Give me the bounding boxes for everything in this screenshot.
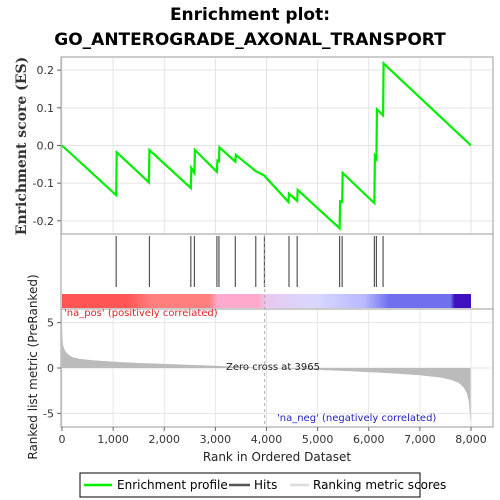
es-y-tick-label: 0.1 (37, 102, 55, 115)
legend-hits-label: Hits (254, 478, 277, 492)
enrichment-profile-line (61, 60, 472, 231)
es-y-tick-label: -0.1 (33, 177, 54, 190)
metric-x-tick-label: 5,000 (302, 433, 334, 446)
metric-x-tick-label: 6,000 (353, 433, 385, 446)
hit-markers (115, 236, 384, 287)
metric-x-tick-label: 7,000 (404, 433, 436, 446)
es-grid (61, 58, 492, 233)
neg-correlated-label: 'na_neg' (negatively correlated) (277, 413, 436, 424)
metric-panel: -5 0 5 0 1,000 2,000 3,000 4,000 5,000 6,000 7,00… (26, 235, 494, 464)
es-y-axis-label: Enrichment score (ES) (14, 57, 30, 235)
metric-x-tick-label: 2,000 (149, 433, 181, 446)
metric-x-tick-label: 0 (59, 433, 66, 446)
metric-x-tick-label: 4,000 (251, 433, 283, 446)
es-panel: -0.2 -0.1 0.0 0.1 0.2 Enrichment score (ES) (14, 56, 494, 235)
legend-metric-label: Ranking metric scores (313, 478, 446, 492)
metric-y-tick-label: 0 (47, 362, 54, 375)
metric-y-ticks: -5 0 5 (43, 317, 61, 420)
es-y-tick-label: -0.2 (33, 215, 54, 228)
es-y-tick-label: 0.0 (37, 140, 55, 153)
metric-x-tick-label: 1,000 (97, 433, 129, 446)
metric-x-axis-label: Rank in Ordered Dataset (203, 450, 351, 464)
es-y-ticks: -0.2 -0.1 0.0 0.1 0.2 (33, 64, 61, 228)
hits-panel (60, 233, 494, 310)
chart-title-line1: Enrichment plot: (170, 5, 330, 25)
zero-cross-label: Zero cross at 3965 (226, 362, 320, 373)
metric-x-ticks: 0 1,000 2,000 3,000 4,000 5,000 6,000 7,000 8,00… (59, 427, 487, 446)
metric-y-tick-label: -5 (43, 407, 54, 420)
chart-title-line2: GO_ANTEROGRADE_AXONAL_TRANSPORT (54, 30, 446, 50)
metric-y-tick-label: 5 (47, 317, 54, 330)
metric-x-tick-label: 8,000 (455, 433, 487, 446)
es-y-tick-label: 0.2 (37, 64, 55, 77)
legend: Enrichment profile Hits Ranking metric s… (79, 472, 446, 498)
legend-enrichment-label: Enrichment profile (117, 478, 228, 492)
metric-y-axis-label: Ranked list metric (PreRanked) (26, 274, 40, 459)
pos-correlated-label: 'na_pos' (positively correlated) (64, 308, 218, 319)
metric-x-tick-label: 3,000 (200, 433, 232, 446)
ranking-color-bar (62, 294, 471, 308)
